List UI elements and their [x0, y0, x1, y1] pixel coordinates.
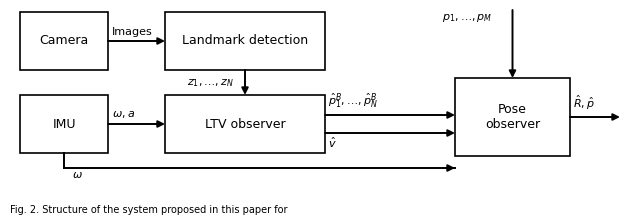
Text: Camera: Camera	[40, 35, 88, 48]
Text: Images: Images	[112, 27, 153, 37]
Text: $\hat{p}_1^B,\ldots,\hat{p}_N^B$: $\hat{p}_1^B,\ldots,\hat{p}_N^B$	[328, 92, 378, 111]
Text: Pose
observer: Pose observer	[485, 103, 540, 131]
Text: $\hat{v}$: $\hat{v}$	[328, 136, 337, 150]
Text: $\omega$: $\omega$	[72, 170, 83, 180]
Text: IMU: IMU	[52, 117, 76, 130]
Bar	[165, 95, 325, 153]
Bar	[165, 12, 325, 70]
Text: LTV observer: LTV observer	[205, 117, 285, 130]
Text: Landmark detection: Landmark detection	[182, 35, 308, 48]
Text: $\omega, a$: $\omega, a$	[112, 109, 135, 120]
Text: Fig. 2. Structure of the system proposed in this paper for: Fig. 2. Structure of the system proposed…	[10, 205, 287, 215]
Text: $p_1,\ldots,p_M$: $p_1,\ldots,p_M$	[442, 12, 493, 24]
Bar	[455, 78, 570, 156]
Text: $z_1,\ldots,z_N$: $z_1,\ldots,z_N$	[187, 77, 234, 89]
Bar	[20, 12, 108, 70]
Text: $\hat{R}, \hat{p}$: $\hat{R}, \hat{p}$	[573, 94, 595, 112]
Bar	[20, 95, 108, 153]
